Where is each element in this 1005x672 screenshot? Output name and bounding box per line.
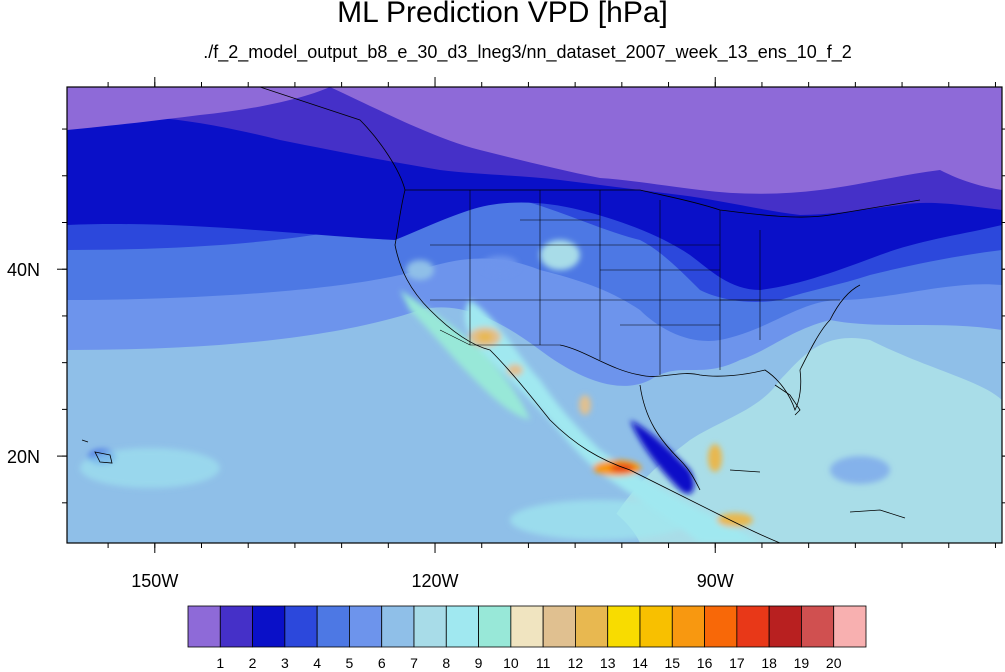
colorbar-label: 19: [794, 655, 810, 671]
lon-tick-label: 90W: [697, 571, 734, 591]
colorbar-swatch: [284, 605, 318, 648]
lat-tick-label: 20N: [7, 447, 40, 467]
colorbar-label: 10: [503, 655, 519, 671]
colorbar-label: 14: [632, 655, 648, 671]
colorbar-swatch: [768, 605, 802, 648]
colorbar-swatch: [542, 605, 576, 648]
colorbar-label: 20: [826, 655, 842, 671]
colorbar-swatch: [187, 605, 221, 648]
colorbar-swatch: [575, 605, 609, 648]
colorbar-label: 18: [761, 655, 777, 671]
colorbar-label: 4: [313, 655, 321, 671]
colorbar-swatch: [801, 605, 835, 648]
colorbar-label: 12: [568, 655, 584, 671]
colorbar-swatch: [639, 605, 673, 648]
colorbar-swatch: [252, 605, 286, 648]
colorbar-swatch: [704, 605, 738, 648]
colorbar-label: 2: [249, 655, 257, 671]
colorbar-swatch: [833, 605, 867, 648]
map-frame: [66, 86, 1003, 544]
colorbar-label: 8: [442, 655, 450, 671]
colorbar-swatch: [445, 605, 479, 648]
colorbar-label: 13: [600, 655, 616, 671]
colorbar-label: 11: [536, 655, 551, 671]
colorbar-swatch: [607, 605, 641, 648]
colorbar-label: 1: [216, 655, 224, 671]
colorbar-swatch: [349, 605, 383, 648]
colorbar-label: 7: [410, 655, 418, 671]
state-borders: [430, 190, 840, 375]
map-subtitle: ./f_2_model_output_b8_e_30_d3_lneg3/nn_d…: [203, 42, 852, 62]
colorbar-label: 9: [475, 655, 483, 671]
colorbar-label: 17: [729, 655, 745, 671]
vpd-patch-alaska: [67, 87, 330, 130]
lat-ticks: 40N 20N: [7, 260, 1005, 467]
colorbar-label: 6: [378, 655, 386, 671]
colorbar-label: 15: [664, 655, 680, 671]
colorbar-swatch: [316, 605, 350, 648]
minor-ticks: [62, 82, 1005, 548]
colorbar-label: 3: [281, 655, 289, 671]
colorbar-swatch: [736, 605, 770, 648]
colorbar-swatch: [478, 605, 512, 648]
lon-tick-label: 120W: [412, 571, 459, 591]
map-title: ML Prediction VPD [hPa]: [337, 0, 668, 29]
vpd-hotspots: [80, 240, 890, 543]
colorbar-swatch: [671, 605, 705, 648]
lat-tick-label: 40N: [7, 260, 40, 280]
lon-tick-label: 150W: [131, 571, 178, 591]
colorbar-swatch: [413, 605, 447, 648]
vpd-band-0: [330, 87, 1002, 194]
colorbar: 1 2 3 4 5 6 7 8 9 10 11 12 13 14 15 16 17 18 19 20: [187, 605, 867, 671]
coastlines: [81, 87, 921, 543]
colorbar-swatch: [381, 605, 415, 648]
colorbar-swatch: [219, 605, 253, 648]
vpd-field: [67, 87, 1002, 543]
colorbar-label: 16: [697, 655, 713, 671]
colorbar-swatch: [510, 605, 544, 648]
colorbar-label: 5: [346, 655, 354, 671]
